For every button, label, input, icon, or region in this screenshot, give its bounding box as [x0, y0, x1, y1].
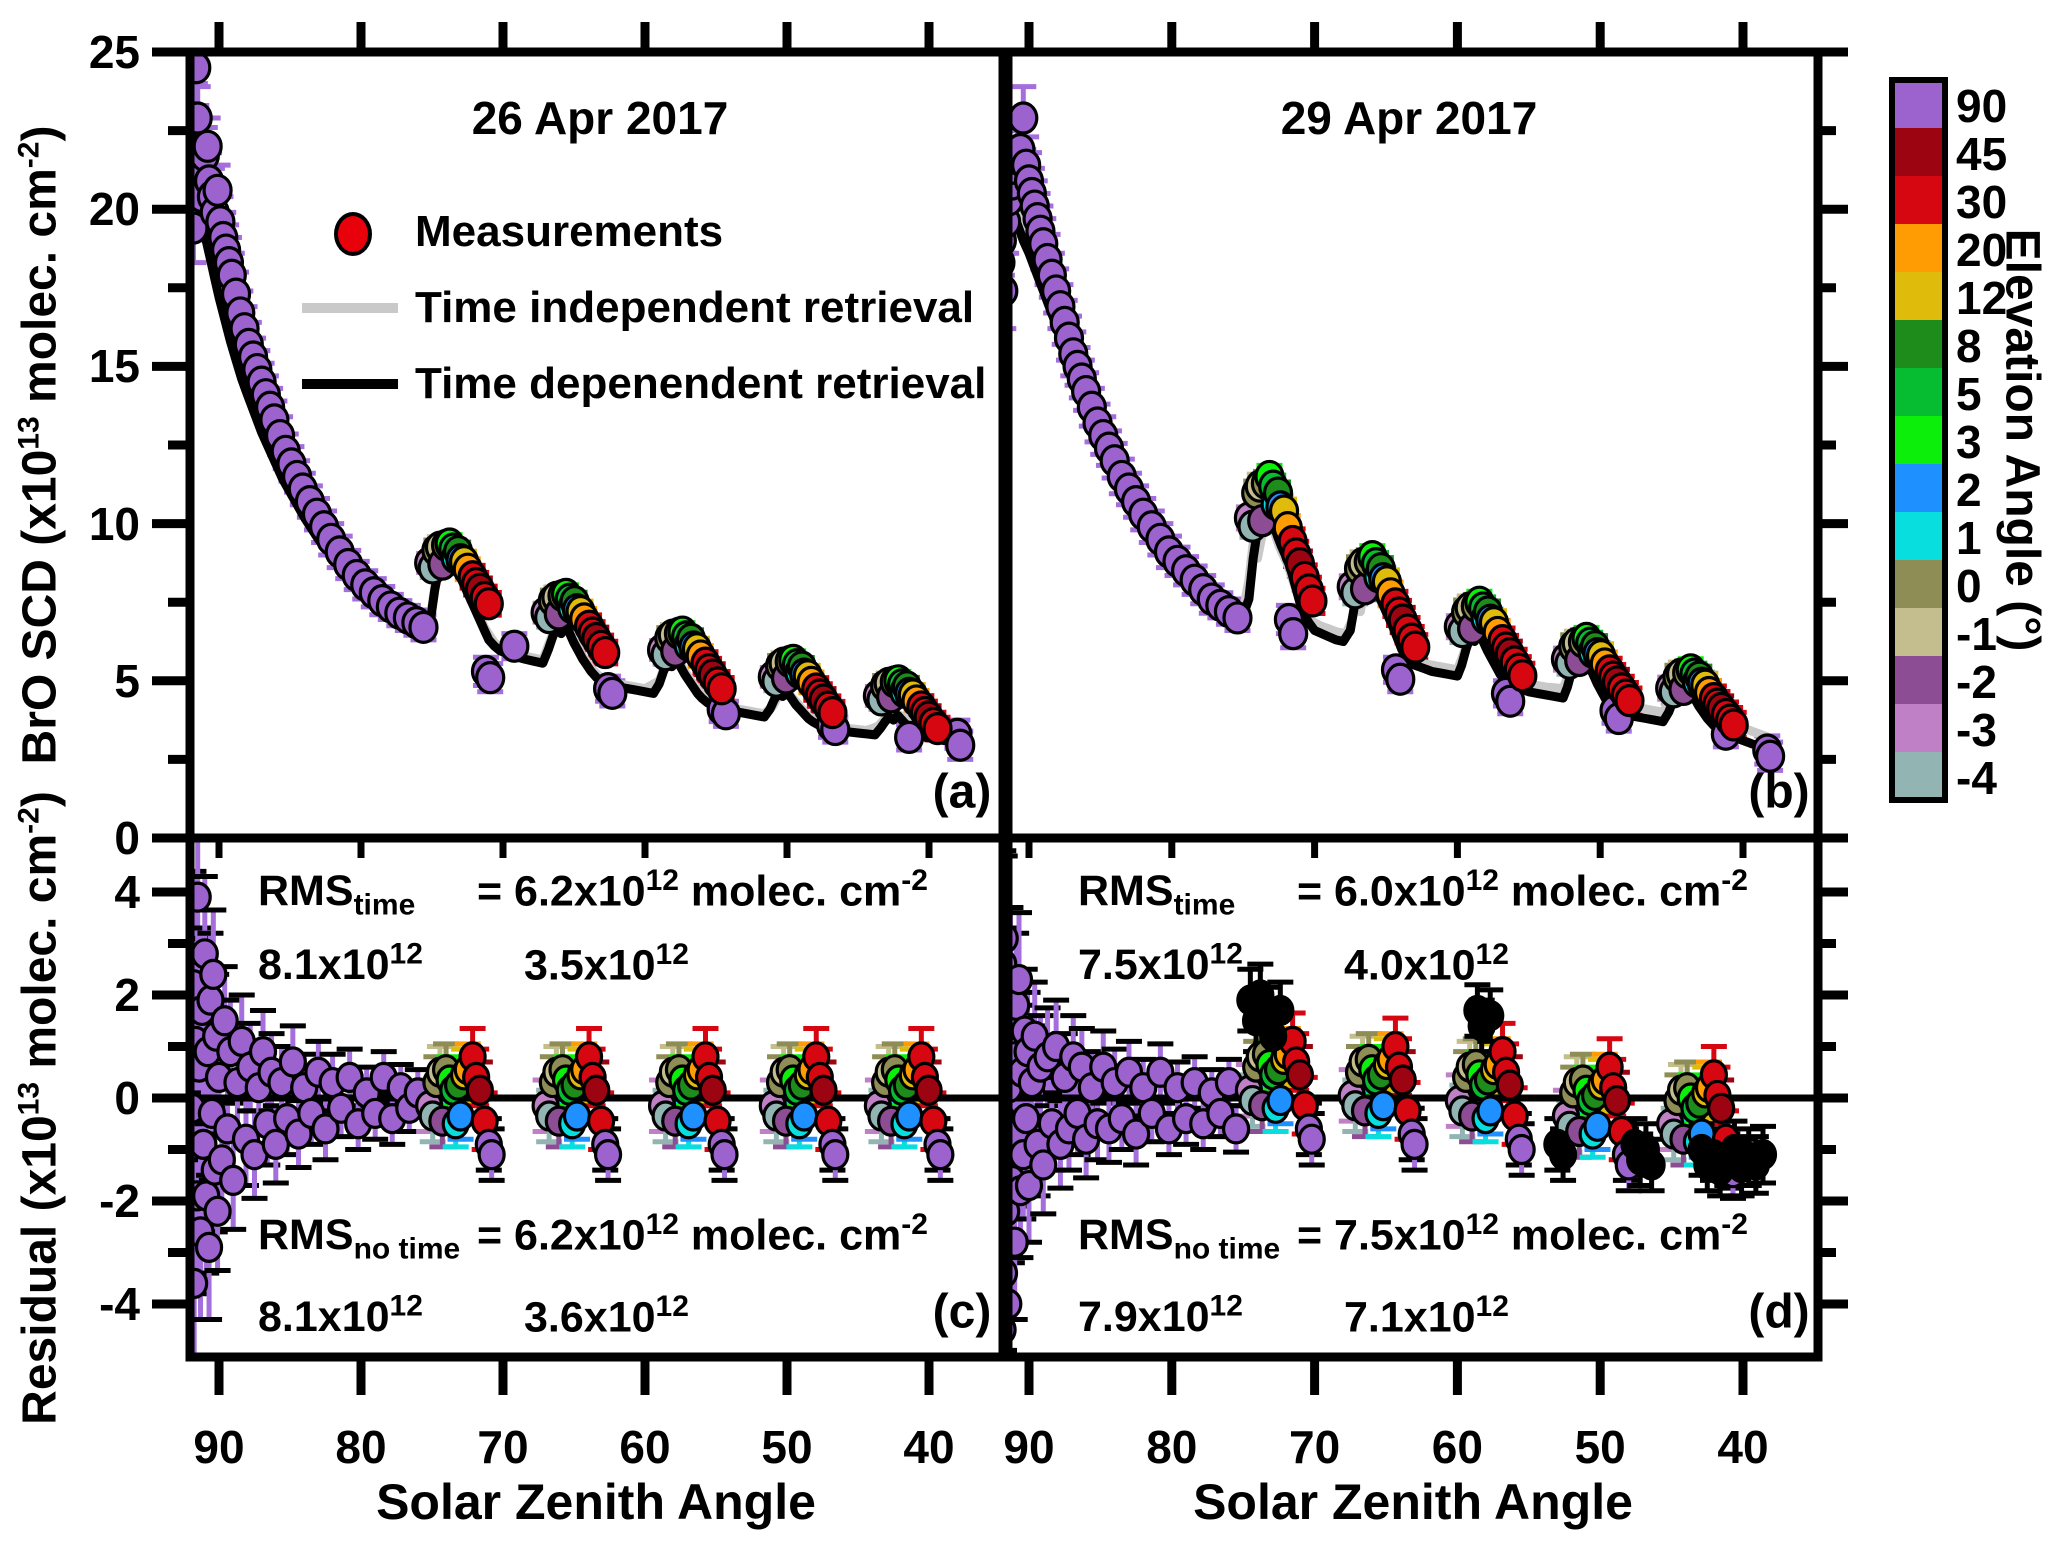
panel-a-letter: (a)	[932, 765, 992, 819]
y-tick-top-15: 15	[88, 340, 140, 393]
colorbar-label-30: 30	[1956, 176, 2008, 228]
rms-notime-c: RMSno time = 6.2x1012 molec. cm-2	[258, 1208, 928, 1266]
x-tick-b-50: 50	[1574, 1421, 1626, 1473]
colorbar-segment-0	[1892, 560, 1945, 608]
x-tick-a-40: 40	[903, 1421, 955, 1473]
time-dependent-line-icon	[302, 379, 398, 389]
colorbar-label-1: 1	[1956, 512, 1982, 564]
colorbar-segment-3	[1892, 416, 1945, 464]
colorbar-label-12: 12	[1956, 272, 2008, 324]
y-tick-bottom--2: -2	[99, 1175, 140, 1227]
colorbar-segment-8	[1892, 320, 1945, 368]
colorbar-segment--4	[1892, 752, 1945, 800]
colorbar-label-0: 0	[1956, 560, 1982, 612]
measurements-marker-icon	[334, 212, 372, 256]
colorbar-segment-12	[1892, 272, 1945, 320]
colorbar-segment--3	[1892, 704, 1945, 752]
panel-b-title: 29 Apr 2017	[1280, 92, 1538, 144]
x-axis-label-a: Solar Zenith Angle	[376, 1474, 816, 1530]
rms-time-c: RMStime = 6.2x1012 molec. cm-2	[258, 864, 928, 922]
y-tick-top-20: 20	[88, 183, 140, 236]
panel-c-content	[190, 838, 1003, 1357]
rms-time-d-values: 7.5x1012 4.0x1012	[1078, 938, 1509, 990]
panel-b-letter: (b)	[1748, 765, 1810, 819]
panel-b-border	[1003, 47, 1823, 843]
colorbar-segment-5	[1892, 368, 1945, 416]
rms-time-d: RMStime = 6.0x1012 molec. cm-2	[1078, 864, 1748, 922]
colorbar-segment-30	[1892, 176, 1945, 224]
colorbar-label-5: 5	[1956, 368, 1982, 420]
colorbar-segment-20	[1892, 224, 1945, 272]
rms-notime-d-values: 7.9x1012 7.1x1012	[1078, 1290, 1509, 1342]
rms-time-c-values: 8.1x1012 3.5x1012	[258, 938, 689, 990]
colorbar-segment-45	[1892, 128, 1945, 176]
panel-c-letter: (c)	[932, 1285, 992, 1339]
colorbar-segment-90	[1892, 80, 1945, 128]
y-tick-top-25: 25	[88, 26, 140, 78]
panel-d-letter: (d)	[1748, 1285, 1810, 1339]
colorbar-label-2: 2	[1956, 464, 1982, 516]
y-tick-bottom--4: -4	[99, 1278, 140, 1330]
legend-label-dependent: Time depenendent retrieval	[415, 359, 987, 408]
x-axis-label-b: Solar Zenith Angle	[1193, 1474, 1633, 1530]
legend-label-measurements: Measurements	[415, 207, 724, 256]
colorbar-label--1: -1	[1956, 608, 1997, 660]
x-tick-b-70: 70	[1289, 1421, 1341, 1473]
x-tick-a-90: 90	[193, 1421, 245, 1473]
colorbar-segment-2	[1892, 464, 1945, 512]
colorbar-label-3: 3	[1956, 416, 1982, 468]
panel-a-content	[190, 52, 976, 762]
x-tick-a-50: 50	[761, 1421, 813, 1473]
colorbar-label--2: -2	[1956, 656, 1997, 708]
y-tick-top-0: 0	[114, 812, 140, 864]
colorbar-label--3: -3	[1956, 704, 1997, 756]
axis-ticks	[152, 22, 1848, 1395]
colorbar	[1889, 77, 1948, 803]
x-tick-b-90: 90	[1003, 1421, 1055, 1473]
colorbar-label-90: 90	[1956, 80, 2008, 132]
y-tick-bottom-0: 0	[114, 1072, 140, 1124]
colorbar-segment--2	[1892, 656, 1945, 704]
x-tick-b-60: 60	[1431, 1421, 1483, 1473]
x-tick-b-80: 80	[1146, 1421, 1198, 1473]
colorbar-label--4: -4	[1956, 752, 1997, 804]
colorbar-title: Elevation Angle (°)	[1995, 228, 2049, 652]
rms-notime-c-values: 8.1x1012 3.6x1012	[258, 1290, 689, 1342]
x-tick-a-60: 60	[619, 1421, 671, 1473]
panel-a-title: 26 Apr 2017	[471, 92, 729, 144]
panel-d-content	[1008, 848, 1818, 1357]
y-tick-bottom-2: 2	[114, 969, 140, 1021]
colorbar-label-20: 20	[1956, 224, 2008, 276]
colorbar-label-45: 45	[1956, 128, 2008, 180]
rms-notime-d: RMSno time = 7.5x1012 molec. cm-2	[1078, 1208, 1748, 1266]
panel-b-content	[1008, 84, 1786, 773]
y-tick-top-5: 5	[114, 654, 140, 707]
legend-label-independent: Time independent retrieval	[415, 283, 975, 332]
time-independent-line-icon	[302, 303, 398, 313]
x-tick-a-80: 80	[335, 1421, 387, 1473]
y-tick-top-10: 10	[88, 497, 140, 550]
colorbar-segment-1	[1892, 512, 1945, 560]
colorbar-label-8: 8	[1956, 320, 1982, 372]
x-tick-a-70: 70	[477, 1421, 529, 1473]
y-tick-bottom-4: 4	[114, 866, 140, 918]
colorbar-segment--1	[1892, 608, 1945, 656]
x-tick-b-40: 40	[1717, 1421, 1769, 1473]
